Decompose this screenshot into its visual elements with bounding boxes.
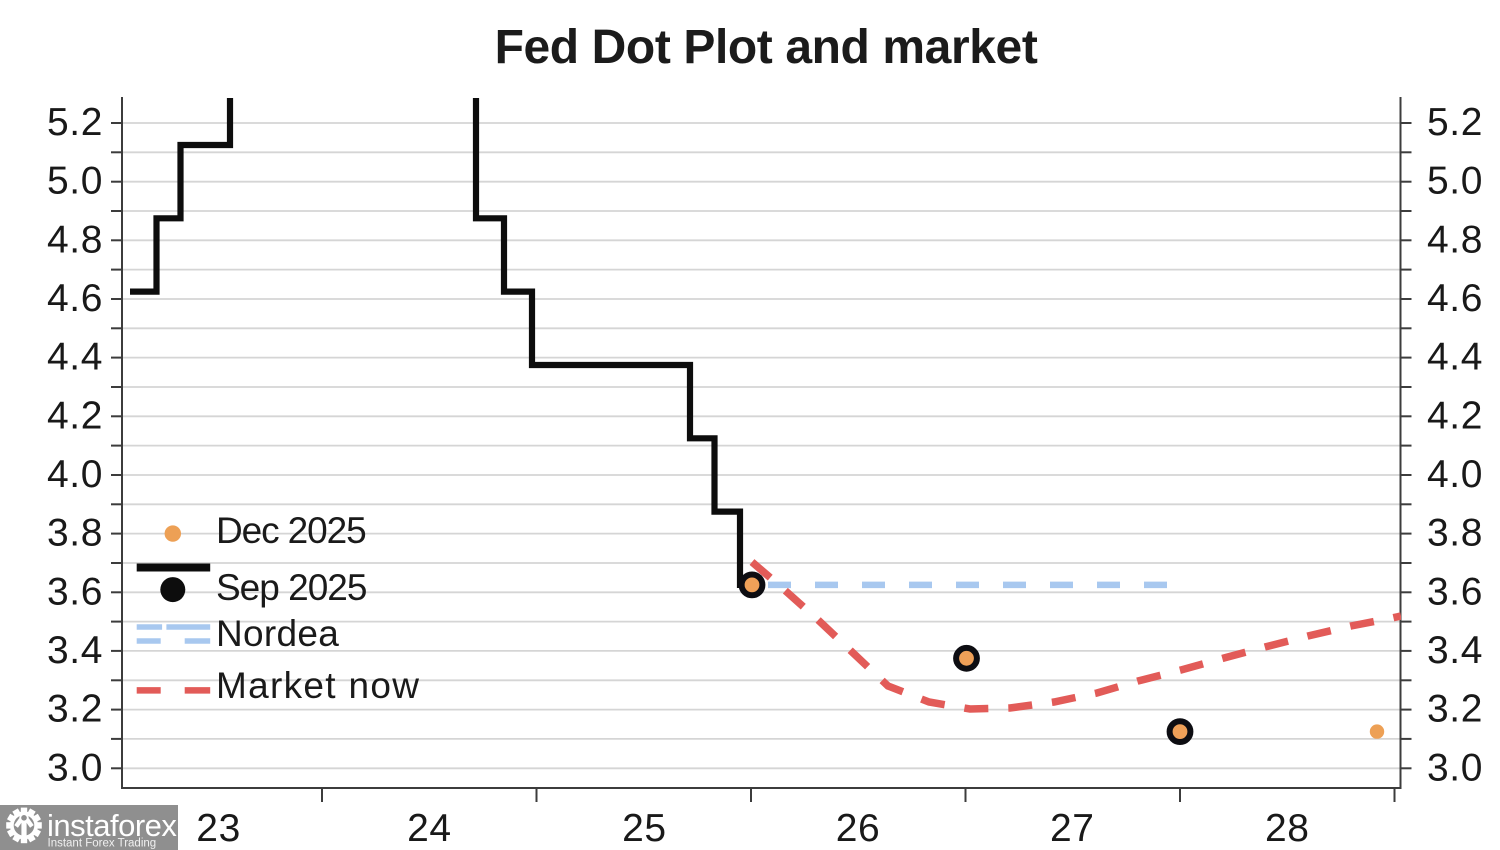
svg-text:4.8: 4.8 — [1427, 218, 1483, 261]
svg-text:Sep 2025: Sep 2025 — [216, 567, 367, 608]
svg-text:3.4: 3.4 — [1427, 629, 1483, 672]
svg-text:Market now: Market now — [216, 665, 420, 706]
svg-text:3.8: 3.8 — [1427, 512, 1483, 555]
svg-text:4.8: 4.8 — [47, 218, 103, 261]
svg-text:4.4: 4.4 — [47, 336, 103, 379]
svg-text:23: 23 — [196, 807, 241, 850]
svg-text:25: 25 — [622, 807, 667, 850]
svg-text:26: 26 — [836, 807, 881, 850]
svg-text:3.0: 3.0 — [1427, 746, 1483, 789]
svg-text:4.4: 4.4 — [1427, 336, 1483, 379]
svg-text:28: 28 — [1265, 807, 1310, 850]
svg-text:24: 24 — [407, 807, 452, 850]
svg-text:4.0: 4.0 — [1427, 453, 1483, 496]
svg-text:3.0: 3.0 — [47, 746, 103, 789]
svg-text:27: 27 — [1050, 807, 1095, 850]
svg-text:5.0: 5.0 — [1427, 160, 1483, 203]
svg-text:Nordea: Nordea — [216, 613, 339, 654]
svg-text:Instant Forex Trading: Instant Forex Trading — [48, 838, 157, 850]
svg-text:4.2: 4.2 — [1427, 394, 1483, 437]
svg-text:4.2: 4.2 — [47, 394, 103, 437]
svg-text:3.8: 3.8 — [47, 512, 103, 555]
svg-text:instaforex: instaforex — [47, 808, 177, 843]
svg-text:4.6: 4.6 — [1427, 277, 1483, 320]
svg-text:5.2: 5.2 — [47, 101, 103, 144]
svg-text:3.2: 3.2 — [47, 688, 103, 731]
svg-text:3.6: 3.6 — [47, 570, 103, 613]
svg-text:Dec 2025: Dec 2025 — [216, 510, 366, 551]
svg-text:3.6: 3.6 — [1427, 570, 1483, 613]
svg-text:Fed Dot Plot and market: Fed Dot Plot and market — [495, 21, 1038, 74]
svg-text:5.0: 5.0 — [47, 160, 103, 203]
svg-text:4.0: 4.0 — [47, 453, 103, 496]
svg-text:3.2: 3.2 — [1427, 688, 1483, 731]
svg-text:3.4: 3.4 — [47, 629, 103, 672]
svg-text:5.2: 5.2 — [1427, 101, 1483, 144]
svg-text:4.6: 4.6 — [47, 277, 103, 320]
